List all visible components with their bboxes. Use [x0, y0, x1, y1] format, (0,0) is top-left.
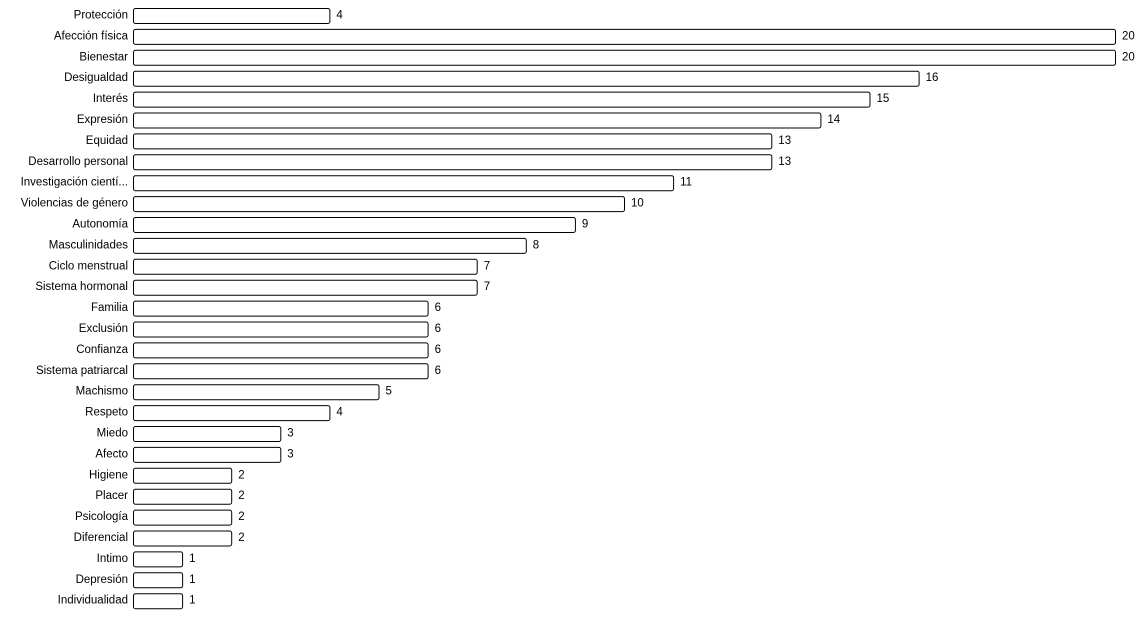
- value-label: 1: [189, 553, 195, 565]
- value-label: 6: [435, 302, 441, 314]
- category-label: Sistema patriarcal: [36, 365, 128, 377]
- category-label: Afección física: [54, 30, 129, 42]
- bar: [133, 258, 478, 275]
- category-label: Machismo: [76, 386, 128, 398]
- value-label: 6: [435, 365, 441, 377]
- category-label: Ciclo menstrual: [49, 260, 128, 272]
- bar: [133, 509, 233, 526]
- bar: [133, 446, 282, 463]
- value-label: 11: [680, 177, 692, 189]
- bar: [133, 217, 576, 233]
- category-label: Masculinidades: [49, 239, 129, 251]
- category-label: Diferencial: [74, 532, 128, 544]
- category-label: Interés: [93, 93, 128, 105]
- value-label: 5: [386, 386, 392, 398]
- bar: [133, 593, 184, 610]
- bar: [133, 154, 773, 171]
- category-label: Expresión: [77, 114, 128, 126]
- category-label: Depresión: [76, 574, 128, 586]
- bar: [133, 112, 822, 129]
- bar: [133, 175, 675, 192]
- value-label: 15: [877, 93, 890, 105]
- value-label: 3: [287, 448, 293, 460]
- category-label: Respeto: [85, 407, 128, 419]
- bar: [133, 363, 429, 380]
- category-label: Equidad: [86, 135, 128, 147]
- category-label: Violencias de género: [21, 198, 128, 210]
- category-label: Sistema hormonal: [35, 281, 128, 293]
- category-label: Bienestar: [79, 51, 128, 63]
- value-label: 8: [533, 239, 539, 251]
- value-label: 2: [238, 532, 244, 544]
- category-label: Desarrollo personal: [28, 156, 128, 168]
- bar: [133, 28, 1116, 45]
- category-label: Investigación cientí...: [21, 177, 128, 189]
- value-label: 2: [238, 511, 244, 523]
- bar: [133, 572, 184, 589]
- value-label: 6: [435, 344, 441, 356]
- bar: [133, 551, 184, 568]
- bar: [133, 91, 871, 108]
- value-label: 10: [631, 198, 644, 210]
- bar: [133, 426, 282, 442]
- value-label: 7: [484, 260, 490, 272]
- bar: [133, 342, 429, 359]
- category-label: Higiene: [89, 469, 128, 481]
- category-label: Protección: [74, 10, 128, 22]
- value-label: 20: [1122, 51, 1135, 63]
- category-label: Placer: [95, 490, 128, 502]
- bar: [133, 8, 331, 24]
- category-label: Desigualdad: [64, 72, 128, 84]
- value-label: 14: [827, 114, 840, 126]
- value-label: 13: [778, 135, 791, 147]
- bar: [133, 300, 429, 317]
- value-label: 6: [435, 323, 441, 335]
- value-label: 4: [336, 10, 343, 22]
- bar: [133, 237, 527, 254]
- bar: [133, 384, 380, 401]
- bar: [133, 488, 233, 505]
- category-label: Confianza: [76, 344, 128, 356]
- value-label: 1: [189, 595, 195, 607]
- bar: [133, 279, 478, 296]
- category-label: Psicología: [75, 511, 129, 523]
- bar: [133, 530, 233, 547]
- value-label: 16: [926, 72, 939, 84]
- value-label: 2: [238, 469, 244, 481]
- bar: [133, 196, 625, 213]
- bar: [133, 133, 773, 150]
- category-label: Miedo: [97, 428, 128, 440]
- bar: [133, 49, 1116, 66]
- bar: [133, 321, 429, 338]
- category-label: Individualidad: [58, 595, 128, 607]
- value-label: 7: [484, 281, 490, 293]
- value-label: 2: [238, 490, 244, 502]
- value-label: 1: [189, 574, 195, 586]
- bar: [133, 70, 920, 87]
- value-label: 3: [287, 428, 293, 440]
- value-label: 9: [582, 219, 588, 231]
- category-label: Afecto: [95, 448, 128, 460]
- category-label: Intimo: [97, 553, 128, 565]
- bar: [133, 405, 331, 422]
- category-label: Exclusión: [79, 323, 128, 335]
- category-label: Autonomía: [72, 219, 128, 231]
- value-label: 20: [1122, 30, 1135, 42]
- category-label: Familia: [91, 302, 129, 314]
- value-label: 4: [336, 407, 343, 419]
- value-label: 13: [778, 156, 791, 168]
- bar: [133, 467, 233, 484]
